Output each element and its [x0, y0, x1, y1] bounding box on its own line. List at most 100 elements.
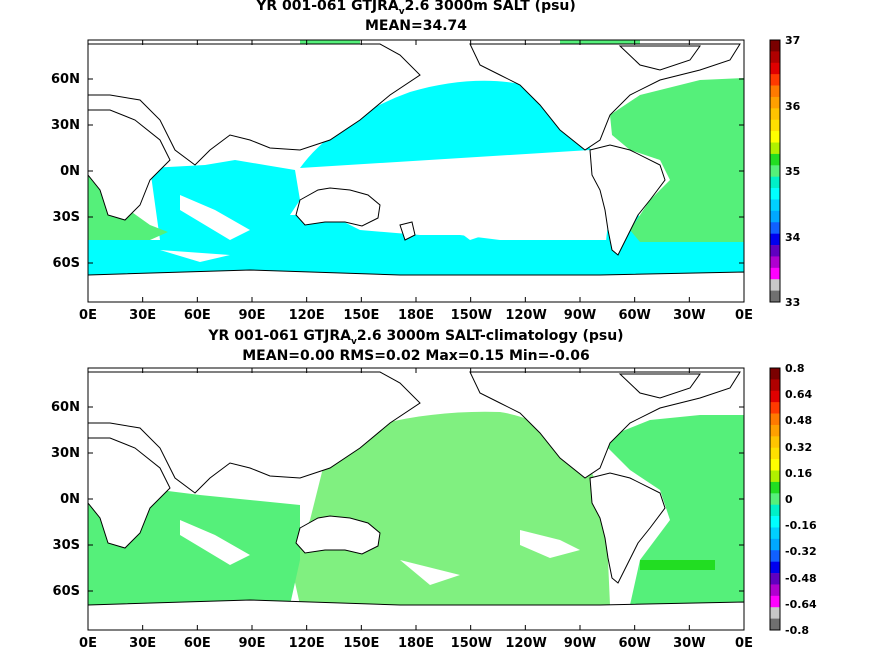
panel2-lon-label-3: 90E [238, 636, 266, 651]
panel1-lon-label-2: 60E [183, 308, 211, 323]
panel1-lon-label-6: 180E [397, 308, 435, 323]
greenland-land [618, 45, 701, 71]
panel2-colorbar [769, 367, 781, 631]
panel2-colorbar-label: -0.32 [785, 545, 817, 559]
panel2-lon-label-8: 120W [505, 636, 547, 651]
panel1-lat-label-2: 0N [60, 164, 80, 179]
colorbar-swatch [770, 165, 780, 177]
colorbar-swatch [770, 210, 780, 223]
panel2-colorbar-label: -0.48 [785, 571, 817, 585]
colorbar-swatch [770, 459, 780, 471]
panel1-lat-label-3: 30S [52, 210, 80, 225]
panel1-lon-label-12: 0E [735, 308, 753, 323]
colorbar-swatch [770, 119, 780, 132]
colorbar-swatch [770, 618, 780, 631]
colorbar-swatch [770, 379, 780, 392]
panel2-lon-label-7: 150W [450, 636, 493, 651]
colorbar-swatch [770, 550, 780, 562]
atlantic-anomaly-field [600, 415, 744, 605]
colorbar-swatch [770, 199, 780, 212]
panel2-colorbar-label: 0.16 [785, 466, 813, 480]
colorbar-swatch [770, 368, 780, 380]
colorbar-swatch [770, 188, 780, 200]
colorbar-swatch [770, 390, 780, 403]
south-atlantic-anomaly-max [640, 560, 715, 570]
colorbar-swatch [770, 176, 780, 189]
colorbar-swatch [770, 402, 780, 414]
panel1-lon-label-9: 90W [563, 308, 597, 323]
panel2-colorbar-label: -0.64 [785, 597, 817, 611]
africa-land [88, 109, 171, 221]
panel2-colorbar-label: -0.16 [785, 519, 817, 533]
eurasia-land [88, 43, 421, 166]
panel2-stats: MEAN=0.00 RMS=0.02 Max=0.15 Min=-0.06 [242, 348, 590, 364]
colorbar-swatch [770, 256, 780, 269]
panel1-lon-label-8: 120W [505, 308, 547, 323]
colorbar-swatch [770, 267, 780, 280]
panel1-lon-label-11: 30W [673, 308, 706, 323]
colorbar-swatch [770, 290, 780, 303]
panel2-lon-label-6: 180E [397, 636, 435, 651]
colorbar-swatch [770, 222, 780, 234]
panel2-lon-label-12: 0E [735, 636, 753, 651]
panel2-map [88, 368, 744, 630]
panel1-map [88, 40, 744, 302]
panel2-lat-label-1: 30N [51, 446, 80, 461]
colorbar-swatch [770, 279, 780, 291]
panel2-colorbar-label: 0.32 [785, 440, 813, 454]
colorbar-swatch [770, 245, 780, 257]
panel1-colorbar-label: 35 [785, 165, 801, 178]
panel1-lon-label-1: 30E [129, 308, 157, 323]
colorbar-swatch [770, 131, 780, 143]
panel2-lat-label-3: 30S [52, 538, 80, 553]
panel2-lat-label-0: 60N [51, 400, 80, 415]
colorbar-swatch [770, 504, 780, 517]
colorbar-swatch [770, 153, 780, 166]
colorbar-swatch [770, 40, 780, 52]
atlantic-ocean-field [610, 78, 744, 242]
australia-land [295, 187, 381, 227]
colorbar-swatch [770, 470, 780, 483]
panel2-colorbar-label: 0.8 [785, 362, 805, 375]
panel2-colorbar-label: 0.64 [785, 388, 813, 402]
panel2-lon-label-2: 60E [183, 636, 211, 651]
panel1-stats: MEAN=34.74 [364, 18, 468, 34]
colorbar-swatch [770, 424, 780, 437]
panel2-colorbar-label: 0.48 [785, 414, 813, 428]
south-america-land [589, 144, 666, 256]
panel2-lon-label-1: 30E [129, 636, 157, 651]
panel1-colorbar-label: 34 [785, 230, 801, 244]
colorbar-swatch [770, 447, 780, 460]
colorbar-swatch [770, 62, 780, 75]
panel2-lat-label-2: 0N [60, 492, 80, 507]
colorbar-swatch [770, 436, 780, 449]
panel1-lon-label-7: 150W [450, 308, 493, 323]
panel2-lon-label-9: 90W [563, 636, 597, 651]
colorbar-swatch [770, 516, 780, 528]
pacific-anomaly-field [290, 411, 610, 605]
panel1-colorbar-label: 33 [785, 296, 801, 309]
panel1-lon-label-4: 120E [288, 308, 325, 323]
panel1-colorbar-label: 36 [785, 99, 801, 113]
colorbar-swatch [770, 108, 780, 121]
colorbar-swatch [770, 85, 780, 98]
colorbar-swatch [770, 527, 780, 540]
panel1-colorbar-label: 37 [785, 34, 801, 47]
panel1-lon-label-0: 0E [79, 308, 97, 323]
panel2-colorbar-label: -0.8 [785, 624, 810, 637]
panel2-colorbar-label: 0 [785, 493, 793, 506]
north-america-land [469, 43, 741, 151]
colorbar-swatch [770, 51, 780, 64]
panel1-title: YR 001-061 GTJRAv2.6 3000m SALT (psu) [256, 0, 576, 17]
panel2-lon-label-5: 150E [343, 636, 380, 651]
panel2-title: YR 001-061 GTJRAv2.6 3000m SALT-climatol… [208, 328, 624, 347]
panel1-lat-label-0: 60N [51, 72, 80, 87]
panel1-lon-label-5: 150E [343, 308, 380, 323]
colorbar-swatch [770, 142, 780, 155]
panel2-lat-label-4: 60S [52, 584, 80, 599]
colorbar-swatch [770, 538, 780, 551]
colorbar-swatch [770, 481, 780, 494]
new-zealand-land [399, 221, 416, 241]
colorbar-swatch [770, 584, 780, 597]
colorbar-swatch [770, 595, 780, 608]
